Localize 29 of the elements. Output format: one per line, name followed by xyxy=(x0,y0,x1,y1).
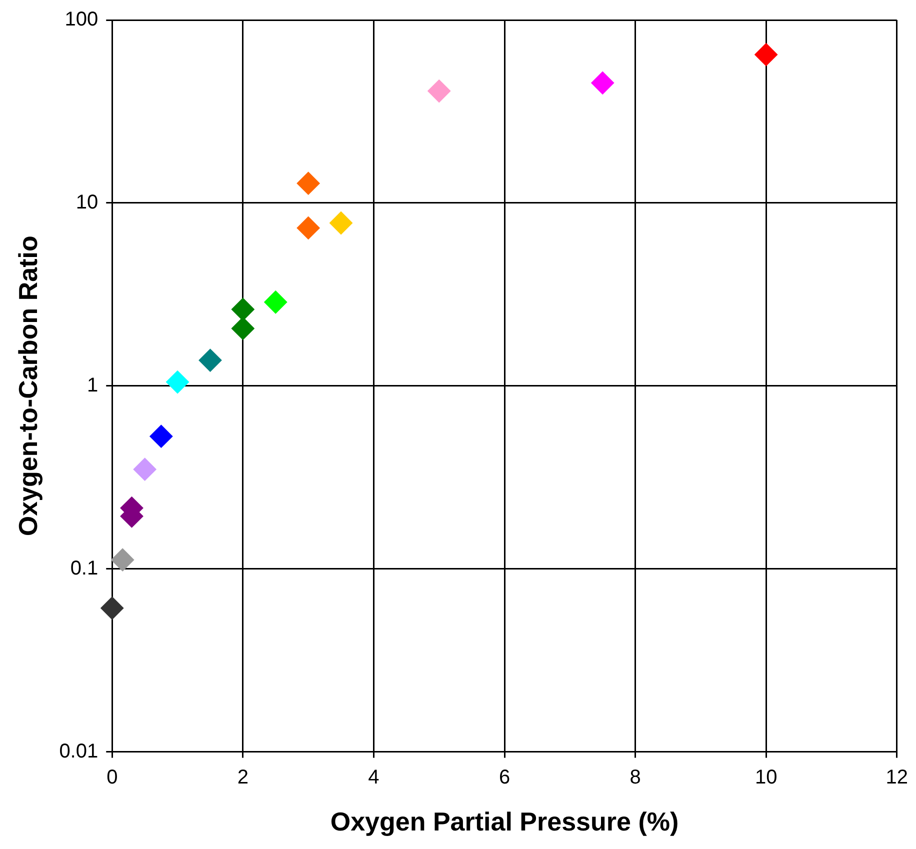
point xyxy=(198,348,222,372)
point xyxy=(133,458,156,481)
point xyxy=(591,71,614,94)
point xyxy=(428,80,451,103)
point xyxy=(330,212,353,234)
point xyxy=(166,370,190,394)
point xyxy=(231,316,254,340)
y-tick-label: 1 xyxy=(87,374,98,396)
point xyxy=(231,298,254,321)
point xyxy=(754,43,778,66)
point xyxy=(150,424,173,448)
x-tick-label: 4 xyxy=(368,766,380,788)
x-tick-label: 12 xyxy=(886,766,908,788)
y-tick-label: 100 xyxy=(64,8,98,31)
point xyxy=(296,172,320,195)
y-tick-label: 10 xyxy=(76,191,98,214)
y-tick-label: 0.01 xyxy=(59,740,98,762)
x-tick-label: 6 xyxy=(498,766,510,788)
point xyxy=(100,596,124,620)
x-tick-label: 10 xyxy=(754,766,778,788)
point xyxy=(296,216,320,240)
x-tick-label: 0 xyxy=(106,766,118,788)
point xyxy=(111,548,134,572)
y-axis-title: Oxygen-to-Carbon Ratio xyxy=(12,236,43,536)
x-tick-label: 8 xyxy=(630,766,641,788)
point xyxy=(264,290,288,314)
x-axis-title: Oxygen Partial Pressure (%) xyxy=(330,806,679,837)
y-tick-label: 0.1 xyxy=(70,557,98,580)
x-tick-label: 2 xyxy=(237,766,248,788)
